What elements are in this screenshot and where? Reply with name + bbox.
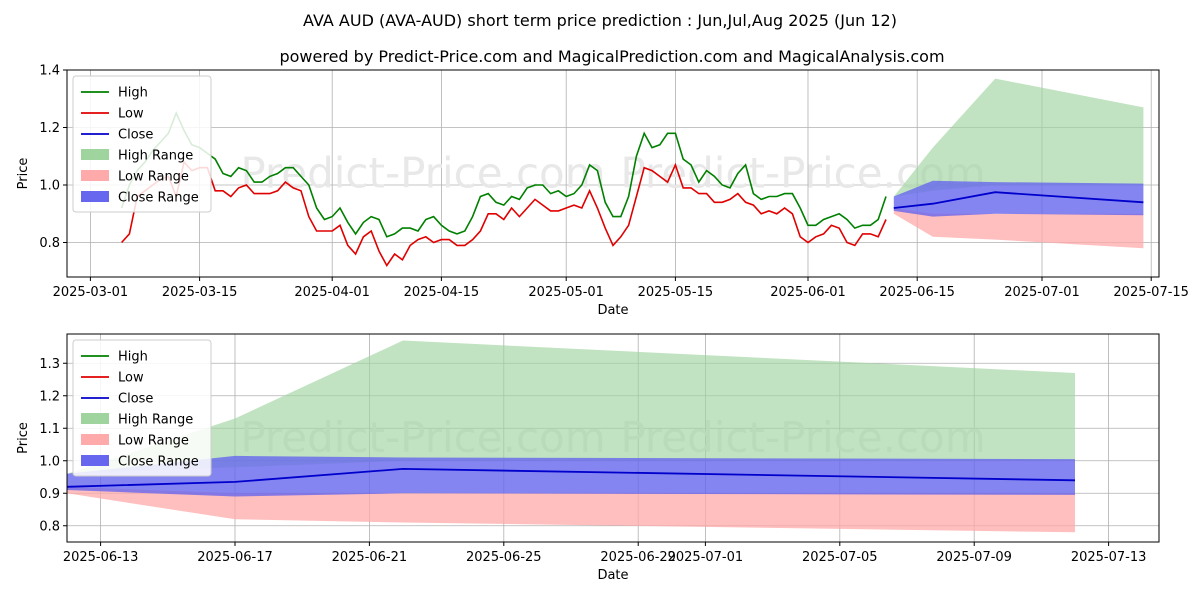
close-series-line <box>893 191 1144 209</box>
legend-low-range-label: Low Range <box>118 170 189 185</box>
x-tick-label: 2025-06-29 <box>600 550 676 565</box>
legend-close-range-swatch <box>81 191 109 202</box>
high-series-line <box>120 111 887 238</box>
x-tick-label: 2025-07-01 <box>1004 285 1080 300</box>
legend-low-range-swatch <box>81 170 109 181</box>
x-tick-label: 2025-06-25 <box>466 550 542 565</box>
y-axis-label: Price <box>16 422 31 454</box>
close-range-area <box>893 180 1144 217</box>
x-tick-label: 2025-05-01 <box>528 285 604 300</box>
low-series-line <box>121 160 887 268</box>
legend-low-label: Low <box>118 107 144 122</box>
legend: High Low Close High Range Low Range Close Ran… <box>72 75 212 213</box>
x-tick-label: 2025-07-09 <box>936 550 1012 565</box>
axes-frame <box>66 333 1160 543</box>
close-range-area <box>67 455 1075 497</box>
x-tick-label: 2025-06-21 <box>332 550 408 565</box>
x-tick-label: 2025-04-15 <box>404 285 480 300</box>
legend-low-label: Low <box>118 371 144 386</box>
y-tick-label: 0.8 <box>39 236 60 251</box>
chart-title: AVA AUD (AVA-AUD) short term price predi… <box>303 11 897 30</box>
x-tick-label: 2025-03-15 <box>162 285 238 300</box>
y-tick-label: 1.1 <box>39 422 60 437</box>
legend-close-range-label: Close Range <box>118 191 199 206</box>
axes-frame <box>66 69 1160 278</box>
legend-high-range-label: High Range <box>118 149 193 164</box>
x-tick-label: 2025-04-01 <box>294 285 370 300</box>
y-tick-label: 1.3 <box>39 357 60 372</box>
low-range-area <box>67 486 1075 533</box>
y-tick-label: 1.2 <box>39 121 60 136</box>
y-tick-label: 1.4 <box>39 64 60 79</box>
y-tick-label: 1.0 <box>39 179 60 194</box>
x-axis-label: Date <box>597 303 628 318</box>
watermark-text: Predict-Price.com <box>240 149 605 198</box>
x-tick-label: 2025-06-01 <box>770 285 846 300</box>
legend: High Low Close High Range Low Range Close Ran… <box>72 339 212 477</box>
legend-close-range-swatch <box>81 455 109 466</box>
high-range-area <box>67 340 1075 474</box>
close-series-line <box>66 467 1076 488</box>
y-tick-label: 1.0 <box>39 454 60 469</box>
legend-high-range-swatch <box>81 413 109 424</box>
x-tick-label: 2025-07-13 <box>1071 550 1147 565</box>
x-axis-label: Date <box>597 568 628 583</box>
y-tick-label: 1.2 <box>39 389 60 404</box>
x-tick-label: 2025-06-17 <box>197 550 273 565</box>
high-range-area <box>893 78 1144 197</box>
legend-close-label: Close <box>118 128 153 143</box>
legend-high-label: High <box>118 350 148 365</box>
y-tick-label: 0.9 <box>39 487 60 502</box>
x-tick-label: 2025-03-01 <box>53 285 129 300</box>
legend-high-range-swatch <box>81 149 109 160</box>
legend-close-label: Close <box>118 392 153 407</box>
legend-low-range-swatch <box>81 434 109 445</box>
y-tick-label: 0.8 <box>39 519 60 534</box>
x-tick-label: 2025-07-01 <box>668 550 744 565</box>
chart-subtitle: powered by Predict-Price.com and Magical… <box>279 47 944 66</box>
x-tick-label: 2025-07-05 <box>802 550 878 565</box>
x-tick-label: 2025-05-15 <box>638 285 714 300</box>
y-axis-label: Price <box>16 158 31 190</box>
low-range-area <box>893 208 1144 249</box>
legend-high-range-label: High Range <box>118 413 193 428</box>
bottom-chart-panel: Predict-Price.comPredict-Price.com2025-0… <box>16 333 1160 583</box>
x-tick-label: 2025-06-13 <box>63 550 139 565</box>
legend-close-range-label: Close Range <box>118 455 199 470</box>
x-tick-label: 2025-07-15 <box>1113 285 1189 300</box>
legend-low-range-label: Low Range <box>118 434 189 449</box>
x-tick-label: 2025-06-15 <box>879 285 955 300</box>
legend-high-label: High <box>118 86 148 101</box>
top-chart-panel: Predict-Price.com Predict-Price.com2025-0… <box>16 64 1189 319</box>
